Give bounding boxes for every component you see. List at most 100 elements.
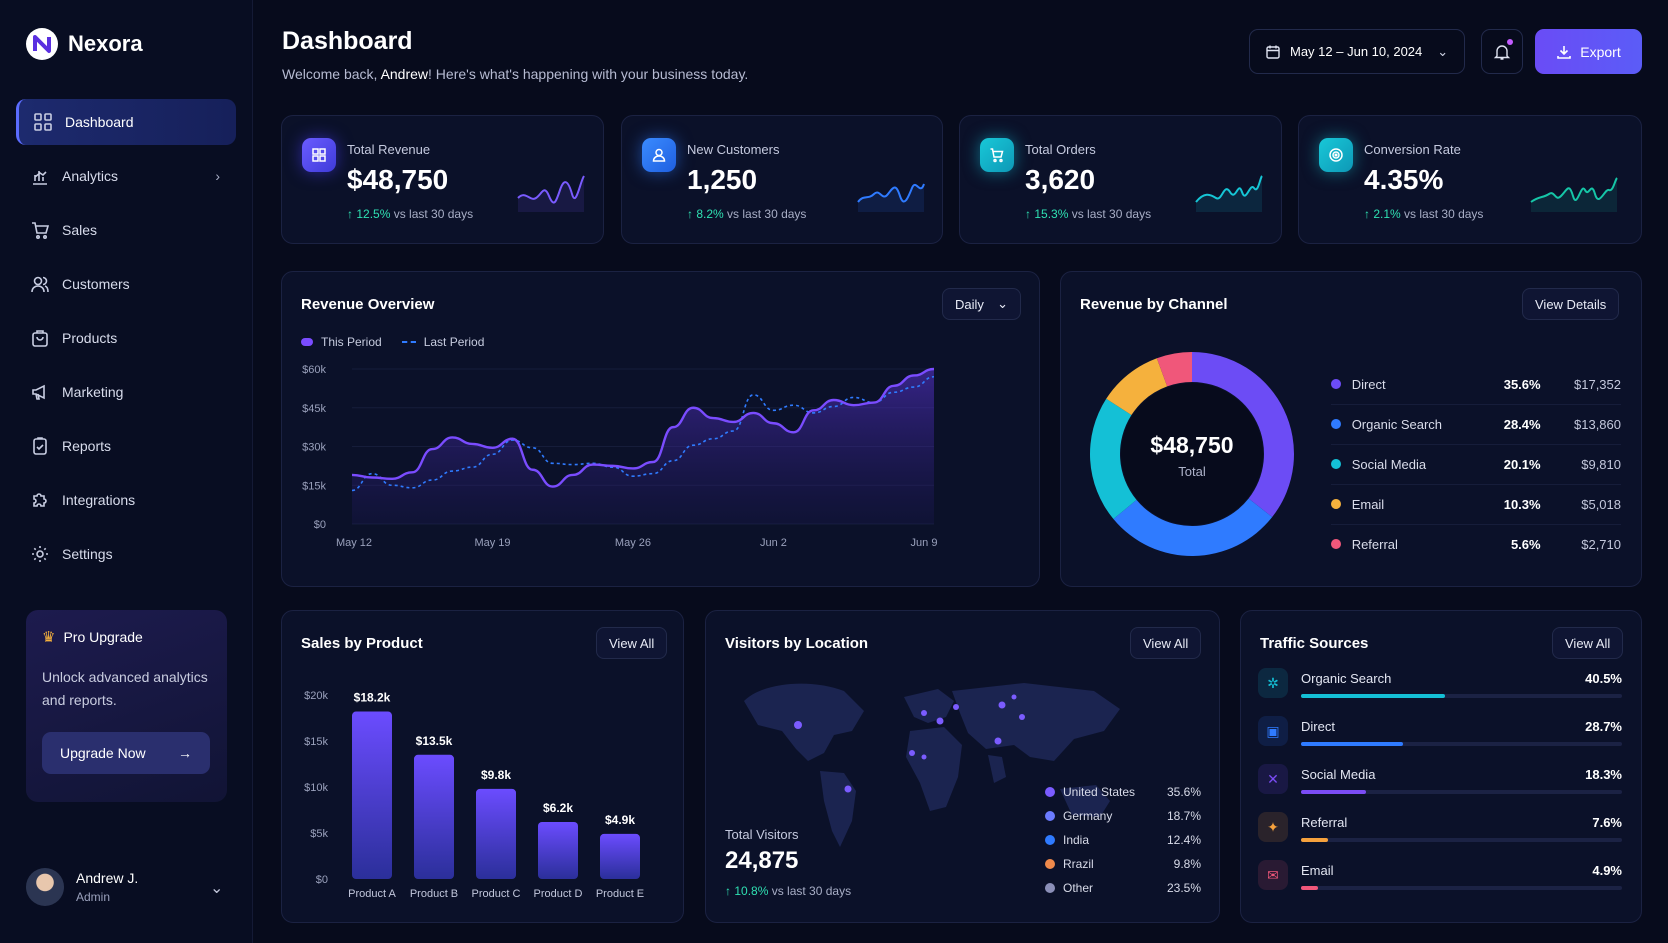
y-tick-label: $60k [302,364,326,376]
sidebar-item-settings[interactable]: Settings [16,531,236,577]
channel-name: Email [1351,496,1385,512]
location-color-dot [1045,883,1055,893]
bar-value-label: $9.8k [481,768,511,782]
user-profile[interactable]: Andrew J. Admin ⌄ [26,868,223,906]
welcome-prefix: Welcome back, [282,66,381,82]
kpi-card-total-revenue[interactable]: Total Revenue $48,750 ↑ 12.5% vs last 30… [281,115,604,244]
y-tick-label: $0 [314,519,326,531]
donut-slice-referral [1156,352,1192,387]
location-pct: 12.4% [1166,833,1201,847]
sidebar-item-reports[interactable]: Reports [16,423,236,469]
card-title: Sales by Product [301,635,423,652]
divider [1331,444,1621,445]
location-row[interactable]: Other 23.5% [1045,880,1201,896]
calendar-icon [1266,45,1280,59]
arrow-right-icon: → [178,745,192,761]
report-icon [33,437,47,455]
kpi-card-total-orders[interactable]: Total Orders 3,620 ↑ 15.3% vs last 30 da… [959,115,1282,244]
location-color-dot [1045,811,1055,821]
view-all-button[interactable]: View All [1552,627,1624,659]
period-select-value: Daily [955,296,984,312]
legend-this-period[interactable]: This Period [301,335,382,349]
y-tick-label: $45k [302,403,326,415]
sidebar-item-integrations[interactable]: Integrations [16,477,236,523]
channel-pct: 5.6% [1510,536,1541,552]
legend-last-period[interactable]: Last Period [401,335,484,349]
bar-product-a [352,711,392,879]
megaphone-icon [32,384,45,400]
progress-fill [1301,886,1319,890]
bar-chart-icon [33,171,47,185]
arrow-up-icon: ↑ [1364,207,1374,221]
puzzle-icon [33,493,47,507]
export-button[interactable]: Export [1535,29,1642,74]
date-range-picker[interactable]: May 12 – Jun 10, 2024 ⌄ [1249,29,1465,74]
total-visitors-value: 24,875 [725,847,799,874]
chevron-down-icon[interactable]: ⌄ [210,880,224,897]
view-details-button[interactable]: View Details [1522,288,1620,320]
view-all-label: View All [1143,635,1189,651]
sidebar-item-analytics[interactable]: Analytics › [16,153,236,199]
sidebar-nav: Dashboard Analytics › Sales Customers Pr… [16,99,236,585]
view-all-button[interactable]: View All [1130,627,1202,659]
visitors-by-location-card: Visitors by Location View All Total Visi… [705,610,1220,923]
x-tick-label: Product C [472,888,521,900]
channel-row[interactable]: Email 10.3% $5,018 [1331,494,1621,514]
upgrade-now-button[interactable]: Upgrade Now → [42,732,210,774]
location-row[interactable]: Rrazil 9.8% [1045,856,1201,872]
sidebar-item-label: Settings [62,546,113,562]
location-name: United States [1063,785,1136,799]
kpi-value: $48,750 [347,164,449,195]
bell-icon [1493,44,1511,60]
pro-title-text: Pro Upgrade [63,629,143,645]
view-all-label: View All [609,635,655,651]
email-icon: ✉ [1258,860,1288,890]
kpi-value: 1,250 [687,164,758,195]
location-color-dot [1045,787,1055,797]
channel-color-dot [1331,379,1341,389]
location-row[interactable]: United States 35.6% [1045,784,1201,800]
progress-fill [1301,694,1446,698]
divider [1331,524,1621,525]
traffic-source-pct: 4.9% [1592,863,1622,878]
channel-color-dot [1331,419,1341,429]
welcome-name: Andrew [380,66,429,82]
app-logo[interactable]: Nexora [26,28,143,60]
bar-product-e [600,833,640,879]
channel-value: $13,860 [1574,416,1621,432]
channel-row[interactable]: Referral 5.6% $2,710 [1331,534,1621,554]
export-label: Export [1580,43,1621,60]
notifications-button[interactable] [1481,29,1523,74]
sidebar-item-dashboard[interactable]: Dashboard [16,99,236,145]
divider [1331,484,1621,485]
period-select[interactable]: Daily ⌄ [942,288,1021,320]
arrow-up-icon: ↑ [347,207,357,221]
kpi-delta-value: 12.5% [356,207,391,221]
traffic-source-name: Organic Search [1301,671,1392,686]
kpi-label: Total Revenue [347,142,431,157]
channel-value: $2,710 [1581,536,1621,552]
channel-name: Organic Search [1351,416,1443,432]
location-row[interactable]: Germany 18.7% [1045,808,1201,824]
donut-slice-email [1106,358,1168,416]
channel-row[interactable]: Organic Search 28.4% $13,860 [1331,414,1621,434]
kpi-card-new-customers[interactable]: New Customers 1,250 ↑ 8.2% vs last 30 da… [621,115,943,244]
kpi-delta-text: vs last 30 days [1071,207,1152,221]
sidebar-item-products[interactable]: Products [16,315,236,361]
location-row[interactable]: India 12.4% [1045,832,1201,848]
channel-row[interactable]: Social Media 20.1% $9,810 [1331,454,1621,474]
channel-row[interactable]: Direct 35.6% $17,352 [1331,374,1621,394]
sidebar-item-marketing[interactable]: Marketing [16,369,236,415]
sidebar-item-sales[interactable]: Sales [16,207,236,253]
users-icon [31,276,49,293]
bar-product-c [476,788,516,879]
bar-value-label: $18.2k [354,691,391,705]
kpi-delta: ↑ 12.5% vs last 30 days [347,207,473,221]
orders-cart-icon [980,138,1014,172]
chevron-down-icon: ⌄ [997,296,1008,311]
view-all-button[interactable]: View All [596,627,668,659]
pro-upgrade-card: ♛ Pro Upgrade Unlock advanced analytics … [26,610,227,802]
card-title: Revenue Overview [301,296,435,313]
kpi-card-conversion-rate[interactable]: Conversion Rate 4.35% ↑ 2.1% vs last 30 … [1298,115,1642,244]
sidebar-item-customers[interactable]: Customers [16,261,236,307]
